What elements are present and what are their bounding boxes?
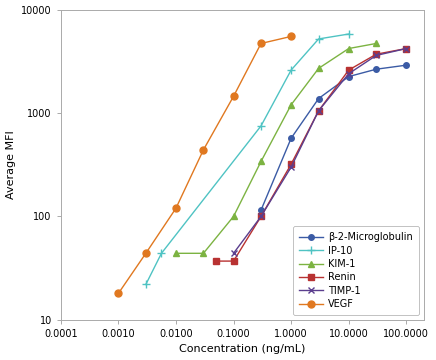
- KIM-1: [231, 214, 236, 219]
- KIM-1: [174, 251, 179, 256]
- IP-10: [289, 68, 294, 72]
- TIMP-1: [374, 53, 379, 58]
- KIM-1: [201, 251, 206, 256]
- Renin: [404, 46, 409, 51]
- Renin: [259, 214, 264, 219]
- Renin: [346, 68, 351, 72]
- Line: β-2-Microglobulin: β-2-Microglobulin: [258, 62, 409, 213]
- KIM-1: [289, 103, 294, 107]
- Renin: [214, 259, 219, 263]
- Y-axis label: Average MFI: Average MFI: [6, 130, 16, 199]
- β-2-Microglobulin: [316, 96, 321, 101]
- Renin: [289, 162, 294, 166]
- IP-10: [159, 251, 164, 256]
- β-2-Microglobulin: [346, 75, 351, 79]
- Line: TIMP-1: TIMP-1: [230, 45, 410, 257]
- TIMP-1: [289, 165, 294, 169]
- KIM-1: [374, 41, 379, 46]
- IP-10: [259, 124, 264, 128]
- Renin: [231, 259, 236, 263]
- TIMP-1: [259, 214, 264, 219]
- Line: KIM-1: KIM-1: [173, 41, 379, 256]
- TIMP-1: [404, 46, 409, 51]
- VEGF: [201, 148, 206, 152]
- Line: VEGF: VEGF: [115, 33, 295, 297]
- Renin: [316, 109, 321, 113]
- KIM-1: [259, 159, 264, 163]
- VEGF: [259, 41, 264, 46]
- β-2-Microglobulin: [374, 67, 379, 71]
- VEGF: [174, 206, 179, 210]
- Line: Renin: Renin: [214, 46, 409, 264]
- IP-10: [346, 32, 351, 36]
- β-2-Microglobulin: [289, 136, 294, 140]
- VEGF: [289, 34, 294, 39]
- IP-10: [316, 37, 321, 41]
- KIM-1: [316, 66, 321, 71]
- β-2-Microglobulin: [404, 63, 409, 67]
- X-axis label: Concentration (ng/mL): Concentration (ng/mL): [179, 345, 305, 355]
- TIMP-1: [231, 251, 236, 256]
- TIMP-1: [346, 72, 351, 76]
- Renin: [374, 52, 379, 57]
- VEGF: [231, 94, 236, 98]
- VEGF: [143, 251, 148, 256]
- Legend: β-2-Microglobulin, IP-10, KIM-1, Renin, TIMP-1, VEGF: β-2-Microglobulin, IP-10, KIM-1, Renin, …: [293, 226, 419, 315]
- β-2-Microglobulin: [259, 208, 264, 212]
- TIMP-1: [316, 109, 321, 113]
- KIM-1: [346, 46, 351, 51]
- VEGF: [116, 291, 121, 296]
- IP-10: [143, 282, 148, 287]
- Line: IP-10: IP-10: [142, 30, 353, 289]
